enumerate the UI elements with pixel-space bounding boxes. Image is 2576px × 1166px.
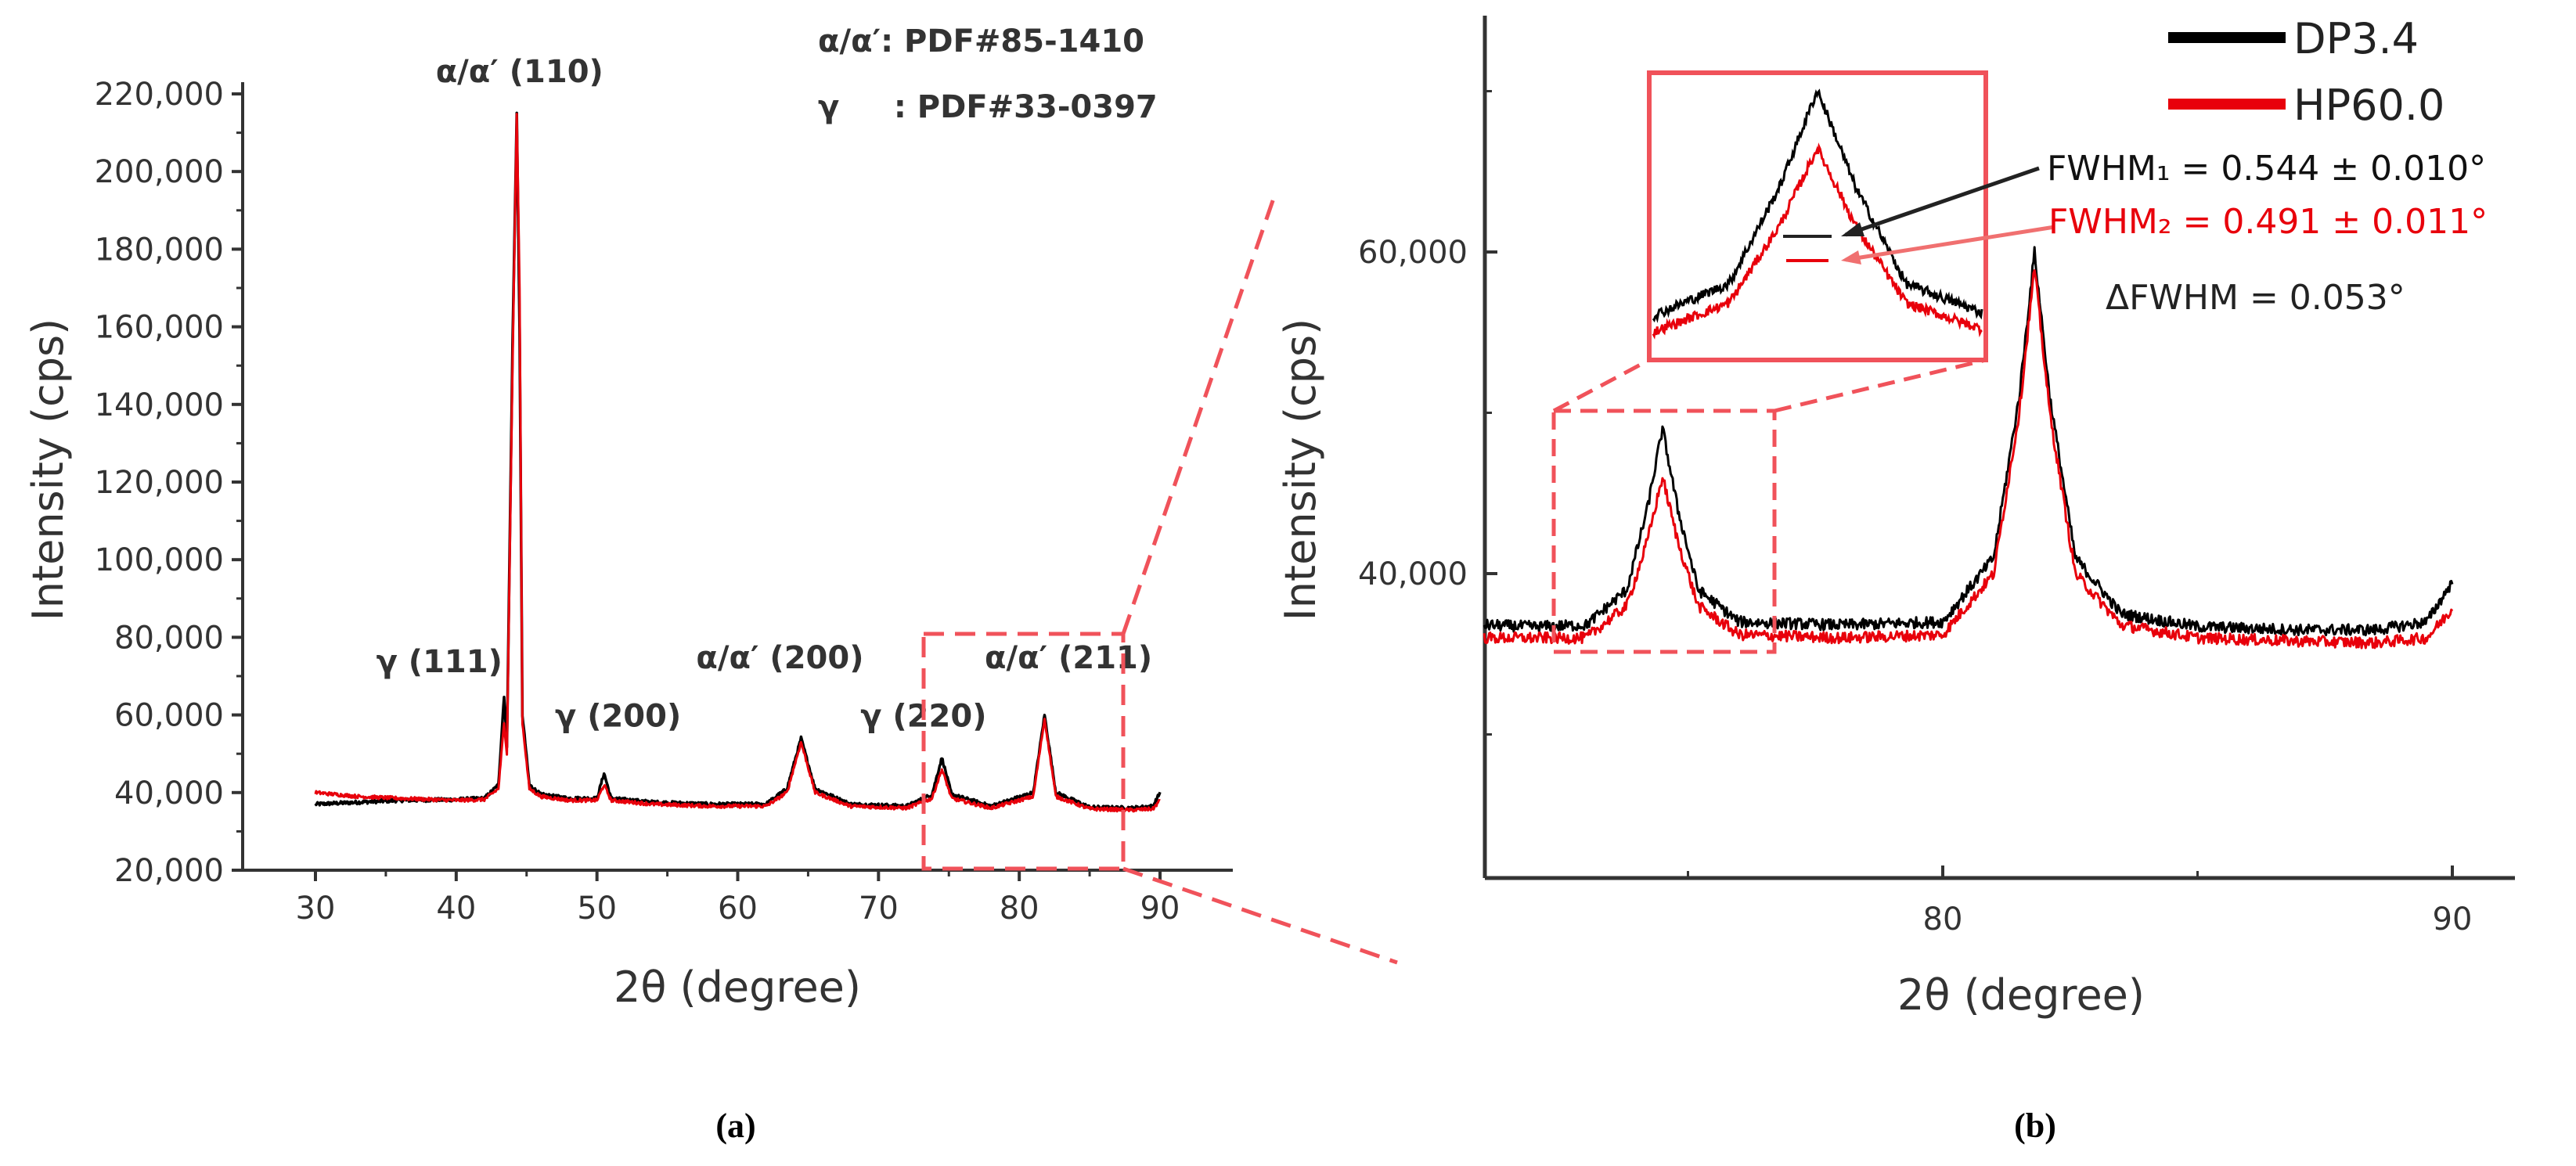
panel-a-ytick-label: 100,000: [95, 542, 224, 578]
fwhm1-label: FWHM₁ = 0.544 ± 0.010°: [2047, 149, 2486, 189]
inset-series-dp3-4: [1652, 88, 1983, 323]
panel-b-series-hp60-0: [1483, 269, 2454, 650]
legend-label-hp: HP60.0: [2293, 81, 2444, 130]
panel-a-ytick-label: 140,000: [95, 387, 224, 423]
zoom-region-box: [921, 632, 1126, 871]
panel-a-ytick-label: 20,000: [114, 853, 224, 889]
fwhm1-arrowhead: [1841, 222, 1864, 236]
peak-label: γ (111): [376, 644, 503, 680]
reference-pdf-gamma: γ : PDF#33-0397: [818, 89, 1158, 125]
fwhm2-label: FWHM₂ = 0.491 ± 0.011°: [2048, 202, 2488, 242]
panel-a-xtick-label: 80: [1000, 891, 1039, 927]
legend: DP3.4 HP60.0: [2168, 14, 2444, 130]
panel-a-ytick-label: 180,000: [95, 232, 224, 268]
peak-label: γ (200): [555, 698, 681, 734]
inset-connector-right: [1774, 358, 1987, 413]
legend-label-dp: DP3.4: [2293, 14, 2419, 63]
inset-series-hp60-0: [1652, 142, 1983, 340]
panel-a-ytick-label: 120,000: [95, 465, 224, 501]
panel-b-chart: 40,000 60,000 80 90 2θ (degree) Intensity …: [1276, 14, 2515, 1020]
panel-a-x-label: 2θ (degree): [614, 963, 861, 1012]
zoom-connector-bottom: [1122, 866, 1398, 965]
panel-a-ytick-label: 60,000: [114, 698, 224, 734]
panel-b-y-label: Intensity (cps): [1276, 318, 1325, 621]
panel-b-xtick-label: 80: [1923, 901, 1963, 937]
inset-peak-zoom: [1652, 88, 1983, 340]
fwhm1-arrow: [1845, 166, 2040, 237]
panel-b-series-dp3-4: [1483, 246, 2454, 637]
peak-label: α/α′ (211): [985, 640, 1152, 676]
panel-a-y-label: Intensity (cps): [23, 318, 73, 621]
panel-a-xtick-label: 70: [859, 891, 899, 927]
panel-a-series-dp3-4: [314, 111, 1162, 812]
peak-label: α/α′ (200): [696, 640, 863, 676]
panel-a-label: (a): [715, 1107, 755, 1145]
delta-fwhm-label: ΔFWHM = 0.053°: [2106, 278, 2405, 318]
panel-b-ytick-label: 40,000: [1358, 556, 1468, 592]
fwhm2-arrow: [1845, 225, 2055, 262]
panel-b-xtick-label: 90: [2433, 901, 2473, 937]
peak-selection-box: [1551, 408, 1777, 654]
panel-a-ytick-label: 40,000: [114, 776, 224, 812]
panel-a-ytick-label: 220,000: [95, 77, 224, 113]
zoom-connector-top: [1121, 191, 1278, 635]
panel-a-xtick-label: 30: [296, 891, 336, 927]
panel-a-series-hp60-0: [314, 113, 1161, 813]
panel-a-chart: 20,000 40,000 60,000 80,000 100,000 120,000 14…: [23, 23, 1398, 1012]
panel-a-ytick-label: 80,000: [114, 620, 224, 656]
panel-a-ytick-label: 160,000: [95, 310, 224, 346]
panel-a-xtick-label: 60: [718, 891, 758, 927]
panel-a-ytick-label: 200,000: [95, 154, 224, 190]
panel-b-ytick-label: 60,000: [1358, 235, 1468, 271]
inset-connector-left: [1552, 358, 1651, 413]
panel-a-xtick-label: 40: [436, 891, 476, 927]
panel-b-x-label: 2θ (degree): [1897, 970, 2145, 1020]
panel-a-xtick-label: 50: [577, 891, 617, 927]
fwhm2-arrowhead: [1841, 250, 1861, 265]
panel-a-xtick-label: 90: [1140, 891, 1180, 927]
reference-pdf-alpha: α/α′: PDF#85-1410: [818, 23, 1144, 59]
peak-label: α/α′ (110): [436, 54, 603, 90]
panel-b-label: (b): [2014, 1107, 2056, 1145]
